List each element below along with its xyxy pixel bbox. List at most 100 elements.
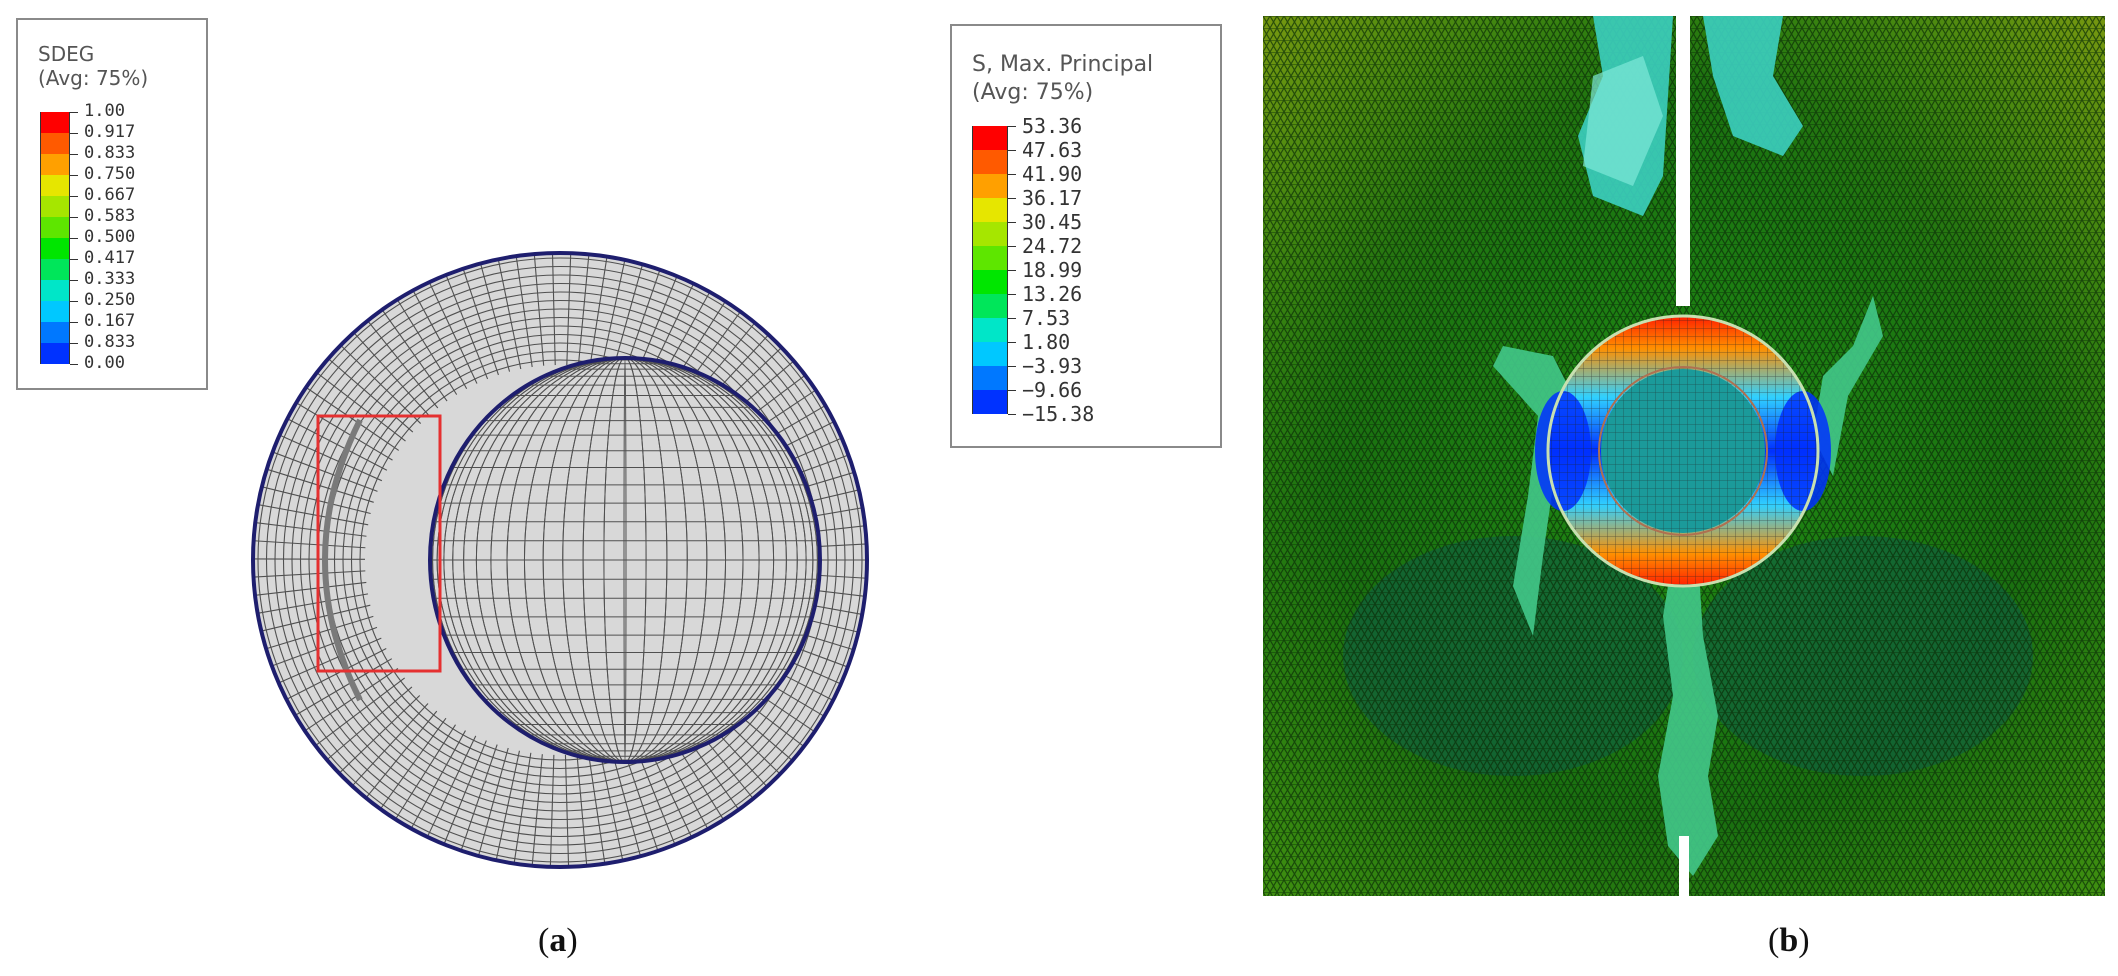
legend-a-color-scale: 1.00 0.917 0.833 0.750 0.667 0.583 0.500 0.417 0…: [18, 20, 206, 388]
legend_a-tick-6: [70, 238, 78, 239]
legend_a-tick-10: [70, 322, 78, 323]
crack-shadow: [322, 418, 363, 702]
legend_a-tick-7: [70, 259, 78, 260]
legend_b-level-7: 13.26: [1022, 281, 1083, 306]
legend_b-swatch-1: [972, 150, 1008, 174]
legend_a-level-7: 0.417: [84, 248, 136, 269]
legend_a-level-5: 0.583: [84, 206, 136, 227]
legend_b-level-5: 24.72: [1022, 233, 1083, 258]
legend_a-swatch-8: [40, 280, 70, 301]
legend_a-swatch-9: [40, 301, 70, 322]
caption-a-close: ): [566, 922, 578, 959]
legend_a-level-6: 0.500: [84, 227, 136, 248]
legend_a-level-3: 0.750: [84, 164, 136, 185]
legend_b-level-9: 1.80: [1022, 329, 1071, 354]
legend_b-tick-10: [1008, 366, 1016, 367]
legend_b-swatch-4: [972, 222, 1008, 246]
legend_b-swatch-7: [972, 294, 1008, 318]
caption-b: (b): [1768, 922, 1810, 960]
crack-gap-top: [1676, 16, 1690, 306]
legend_b-swatch-8: [972, 318, 1008, 342]
legend_a-swatch-3: [40, 175, 70, 196]
legend_b-tick-8: [1008, 318, 1016, 319]
legend_a-level-2: 0.833: [84, 143, 136, 164]
legend_a-swatch-0: [40, 112, 70, 133]
legend_b-tick-9: [1008, 342, 1016, 343]
legend_a-level-11: 0.833: [84, 332, 136, 353]
legend_a-tick-2: [70, 154, 78, 155]
legend_b-level-11: −9.66: [1022, 377, 1083, 402]
legend_a-swatch-1: [40, 133, 70, 154]
legend_b-level-2: 41.90: [1022, 161, 1083, 186]
legend_b-level-4: 30.45: [1022, 209, 1083, 234]
outer-boundary: [251, 251, 869, 869]
legend_a-tick-3: [70, 175, 78, 176]
legend_a-swatch-2: [40, 154, 70, 175]
inner-boundary: [428, 356, 822, 764]
caption-a-open: (: [538, 922, 550, 959]
legend_a-swatch-6: [40, 238, 70, 259]
legend_b-level-10: −3.93: [1022, 353, 1083, 378]
legend_b-level-12: −15.38: [1022, 401, 1095, 426]
legend_a-level-9: 0.250: [84, 290, 136, 311]
legend_a-level-8: 0.333: [84, 269, 136, 290]
core-outline: [1598, 366, 1768, 536]
legend_b-swatch-0: [972, 126, 1008, 150]
stress-ring-outline: [1546, 314, 1820, 588]
legend_a-tick-5: [70, 217, 78, 218]
legend_b-level-1: 47.63: [1022, 137, 1083, 162]
legend_b-tick-12: [1008, 414, 1016, 415]
core-mesh: [1601, 369, 1765, 533]
caption-b-open: (: [1768, 922, 1780, 959]
panel-b-stress-field: [1263, 16, 2105, 896]
legend_b-swatch-6: [972, 270, 1008, 294]
legend_a-tick-9: [70, 301, 78, 302]
crack-debris-right: [1813, 296, 1883, 476]
legend_b-level-6: 18.99: [1022, 257, 1083, 282]
legend_b-swatch-9: [972, 342, 1008, 366]
legend_a-swatch-5: [40, 217, 70, 238]
legend-b-title: S, Max. Principal: [972, 52, 1154, 77]
legend_b-tick-3: [1008, 198, 1016, 199]
caption-a-letter: a: [549, 922, 567, 959]
legend_a-level-0: 1.00: [84, 101, 125, 122]
caption-b-close: ): [1798, 922, 1810, 959]
legend_a-tick-12: [70, 364, 78, 365]
legend_b-level-3: 36.17: [1022, 185, 1083, 210]
highlight-box: [316, 414, 442, 673]
legend_a-swatch-11: [40, 343, 70, 364]
legend_b-tick-0: [1008, 126, 1016, 127]
legend_a-tick-8: [70, 280, 78, 281]
legend_b-tick-5: [1008, 246, 1016, 247]
legend_b-tick-11: [1008, 390, 1016, 391]
legend_a-level-12: 0.00: [84, 353, 125, 374]
legend_a-level-10: 0.167: [84, 311, 136, 332]
crack-debris-bottom: [1658, 556, 1718, 876]
legend_b-swatch-2: [972, 174, 1008, 198]
legend_b-tick-2: [1008, 174, 1016, 175]
legend_b-tick-1: [1008, 150, 1016, 151]
legend-b-color-scale: 53.36 47.63 41.90 36.17 30.45 24.72 18.99 13.26…: [952, 26, 1220, 446]
legend-b-subtitle: (Avg: 75%): [972, 80, 1094, 105]
crack-debris-top-inner: [1583, 56, 1663, 186]
caption-b-letter: b: [1779, 922, 1799, 959]
legend_b-swatch-3: [972, 198, 1008, 222]
legend_a-swatch-4: [40, 196, 70, 217]
legend_b-swatch-10: [972, 366, 1008, 390]
panel-a-mesh-figure: [251, 251, 869, 869]
crack-gap-bottom: [1679, 836, 1689, 896]
legend-b: S, Max. Principal (Avg: 75%) 53.36 47.63 4…: [950, 24, 1222, 448]
legend_b-tick-7: [1008, 294, 1016, 295]
legend_a-swatch-7: [40, 259, 70, 280]
legend_a-level-4: 0.667: [84, 185, 136, 206]
legend-a: SDEG (Avg: 75%) 1.00 0.917 0.833 0.750 0.667…: [16, 18, 208, 390]
legend_b-swatch-5: [972, 246, 1008, 270]
legend_b-tick-6: [1008, 270, 1016, 271]
legend_a-swatch-10: [40, 322, 70, 343]
legend_b-level-0: 53.36: [1022, 113, 1083, 138]
caption-a: (a): [538, 922, 578, 960]
legend_a-tick-0: [70, 112, 78, 113]
legend-a-title: SDEG: [38, 42, 95, 66]
legend_a-tick-11: [70, 343, 78, 344]
legend_a-level-1: 0.917: [84, 122, 136, 143]
